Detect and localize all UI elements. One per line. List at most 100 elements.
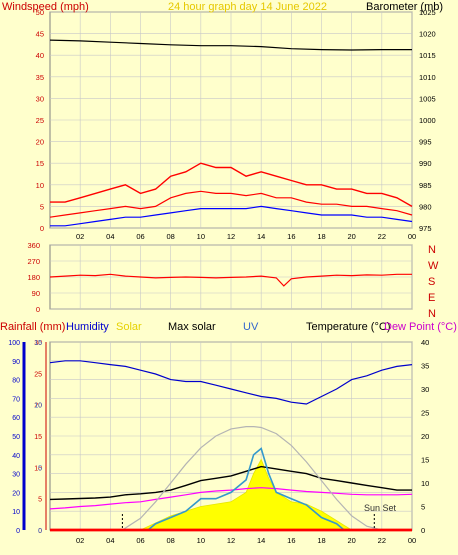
x-tick-label: 02 — [76, 232, 84, 241]
series-line-windspeed-mph- — [49, 190, 413, 218]
direction-tick-label: 360 — [27, 241, 40, 250]
uv-tick-label: 10 — [34, 403, 42, 410]
left-tick-label: 50 — [36, 8, 44, 17]
humidity-tick-label: 60 — [12, 415, 20, 422]
x-tick-label: 14 — [257, 536, 265, 545]
uv-tick-label: 15 — [34, 340, 42, 347]
x-tick-label: 22 — [378, 536, 386, 545]
left-tick-label: 45 — [36, 30, 44, 39]
rainfall-tick-label: 10 — [34, 465, 42, 472]
humidity-tick-label: 100 — [8, 340, 20, 347]
rainfall-label: Rainfall (mm) — [0, 321, 65, 333]
panel1-x-axis: 02 04 06 08 10 12 14 16 18 20 22 00 — [76, 232, 416, 241]
humidity-tick-label: 90 — [12, 359, 20, 366]
series-line-temperature — [49, 465, 412, 501]
x-tick-label: 00 — [408, 232, 416, 241]
left-tick-label: 35 — [36, 73, 44, 82]
panel2-series — [49, 273, 412, 287]
temperature-tick-label: 10 — [421, 479, 429, 488]
x-tick-label: 18 — [317, 536, 325, 545]
temperature-tick-label: 25 — [421, 409, 429, 418]
left-tick-label: 15 — [36, 159, 44, 168]
uv-tick-label: 0 — [38, 528, 42, 535]
temperature-tick-label: 5 — [421, 503, 425, 512]
series-line-gust — [50, 162, 413, 208]
right-tick-label: 990 — [419, 159, 432, 168]
right-tick-label: 1000 — [419, 116, 436, 125]
temperature-tick-label: 35 — [421, 362, 429, 371]
right-tick-label: 995 — [419, 138, 432, 147]
x-tick-label: 22 — [378, 232, 386, 241]
panel1-series — [49, 39, 413, 227]
panel1-grid — [50, 11, 413, 229]
rainfall-tick-label: 5 — [38, 497, 42, 504]
x-tick-label: 20 — [347, 536, 355, 545]
max-solar-label: Max solar — [168, 321, 216, 333]
series-line-barometer-mb- — [49, 39, 412, 51]
left-tick-label: 25 — [36, 116, 44, 125]
x-tick-label: 04 — [106, 536, 114, 545]
left-tick-label: 20 — [36, 138, 44, 147]
direction-tick-label: 0 — [36, 305, 40, 314]
right-tick-label: 1020 — [419, 30, 436, 39]
left-tick-label: 10 — [36, 181, 44, 190]
x-tick-label: 10 — [197, 536, 205, 545]
x-tick-label: 00 — [408, 536, 416, 545]
windspeed-label: Windspeed (mph) — [2, 1, 89, 13]
left-tick-label: 30 — [36, 94, 44, 103]
direction-tick-label: 90 — [32, 289, 40, 298]
direction-letter: N — [428, 244, 436, 256]
right-tick-label: 1010 — [419, 73, 436, 82]
panel1-right-axis: 975 980 985 990 995 1000 1005 1010 1015 1020 1025 — [419, 8, 436, 233]
series-line-dew-point — [49, 487, 413, 510]
x-tick-label: 06 — [136, 536, 144, 545]
temperature-label: Temperature (°C) — [306, 321, 390, 333]
humidity-tick-label: 20 — [12, 490, 20, 497]
humidity-tick-label: 40 — [12, 453, 20, 460]
x-tick-label: 08 — [166, 536, 174, 545]
temperature-tick-label: 40 — [421, 338, 429, 347]
direction-tick-label: 270 — [27, 257, 40, 266]
right-tick-label: 1025 — [419, 8, 436, 17]
temperature-tick-label: 20 — [421, 432, 429, 441]
dewpoint-label: Dew Point (°C) — [384, 321, 457, 333]
temperature-tick-label: 15 — [421, 456, 429, 465]
right-tick-label: 985 — [419, 181, 432, 190]
x-tick-label: 04 — [106, 232, 114, 241]
x-tick-label: 20 — [347, 232, 355, 241]
x-tick-label: 12 — [227, 536, 235, 545]
left-tick-label: 5 — [40, 202, 44, 211]
x-tick-label: 10 — [197, 232, 205, 241]
right-tick-label: 980 — [419, 202, 432, 211]
solar-label: Solar — [116, 321, 142, 333]
x-tick-label: 16 — [287, 232, 295, 241]
humidity-tick-label: 0 — [16, 528, 20, 535]
panel3-markers — [121, 514, 375, 530]
series-line-max-solar — [122, 426, 382, 531]
x-tick-label: 18 — [317, 232, 325, 241]
rainfall-tick-label: 20 — [34, 403, 42, 410]
series-line-humidity — [49, 360, 413, 405]
graph-title: 24 hour graph day 14 June 2022 — [168, 1, 327, 13]
uv-tick-label: 5 — [38, 465, 42, 472]
humidity-tick-label: 10 — [12, 509, 20, 516]
series-line-avg-wind — [50, 205, 413, 227]
panel3-x-axis: 02 04 06 08 10 12 14 16 18 20 22 00 — [76, 536, 416, 545]
x-tick-label: 12 — [227, 232, 235, 241]
direction-letter: E — [428, 292, 435, 304]
direction-letter: W — [428, 260, 439, 272]
humidity-label: Humidity — [66, 321, 109, 333]
left-tick-label: 40 — [36, 51, 44, 60]
rainfall-tick-label: 0 — [38, 528, 42, 535]
temperature-tick-label: 0 — [421, 526, 425, 535]
sun-set-annotation: Sun Set — [364, 503, 397, 513]
x-tick-label: 16 — [287, 536, 295, 545]
left-tick-label: 0 — [40, 224, 44, 233]
direction-letter: S — [428, 276, 435, 288]
humidity-tick-label: 50 — [12, 434, 20, 441]
barometer-label: Barometer (mb) — [366, 1, 443, 13]
x-tick-label: 14 — [257, 232, 265, 241]
